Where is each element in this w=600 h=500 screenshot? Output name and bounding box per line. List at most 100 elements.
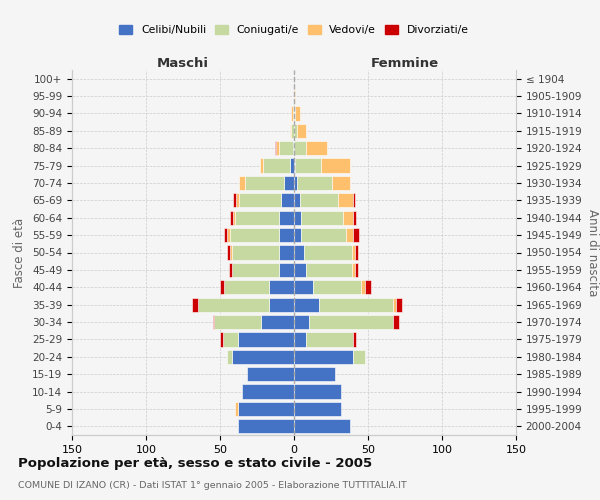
Bar <box>294 158 295 172</box>
Bar <box>269 280 294 294</box>
Bar <box>276 141 279 156</box>
Bar <box>212 315 214 329</box>
Bar <box>198 298 269 312</box>
Bar <box>192 298 198 312</box>
Text: Femmine: Femmine <box>371 56 439 70</box>
Bar <box>238 419 294 434</box>
Bar <box>294 141 306 156</box>
Bar <box>355 246 358 260</box>
Bar <box>279 263 294 277</box>
Bar <box>294 246 304 260</box>
Bar <box>306 263 352 277</box>
Bar <box>343 210 353 225</box>
Bar <box>275 141 276 156</box>
Bar <box>332 176 350 190</box>
Bar <box>295 106 300 120</box>
Bar <box>294 350 353 364</box>
Bar <box>319 298 393 312</box>
Bar <box>236 193 239 208</box>
Bar <box>291 106 293 120</box>
Bar <box>220 332 223 346</box>
Bar <box>247 367 294 382</box>
Bar <box>232 263 279 277</box>
Bar <box>290 158 294 172</box>
Bar <box>353 332 356 346</box>
Bar <box>309 315 393 329</box>
Bar <box>230 246 232 260</box>
Bar <box>291 124 294 138</box>
Bar <box>235 210 279 225</box>
Bar <box>294 193 300 208</box>
Bar <box>294 210 301 225</box>
Bar <box>279 210 294 225</box>
Text: Popolazione per età, sesso e stato civile - 2005: Popolazione per età, sesso e stato civil… <box>18 458 372 470</box>
Bar <box>232 246 279 260</box>
Bar <box>294 176 297 190</box>
Bar <box>224 228 227 242</box>
Bar <box>293 106 294 120</box>
Text: Maschi: Maschi <box>157 56 209 70</box>
Bar <box>295 158 320 172</box>
Bar <box>393 298 396 312</box>
Bar <box>294 263 306 277</box>
Bar <box>353 228 359 242</box>
Bar <box>294 367 335 382</box>
Bar <box>230 210 233 225</box>
Bar <box>300 193 338 208</box>
Bar <box>306 141 326 156</box>
Bar <box>290 124 291 138</box>
Bar <box>338 193 353 208</box>
Bar <box>238 402 294 416</box>
Bar <box>279 228 294 242</box>
Bar <box>232 350 294 364</box>
Bar <box>352 263 355 277</box>
Bar <box>301 210 343 225</box>
Bar <box>294 106 295 120</box>
Bar <box>353 210 356 225</box>
Y-axis label: Anni di nascita: Anni di nascita <box>586 209 599 296</box>
Bar <box>263 158 290 172</box>
Bar <box>239 193 281 208</box>
Bar <box>279 246 294 260</box>
Bar <box>353 193 355 208</box>
Bar <box>294 298 319 312</box>
Bar <box>284 176 294 190</box>
Bar <box>294 124 297 138</box>
Y-axis label: Fasce di età: Fasce di età <box>13 218 26 288</box>
Bar <box>365 280 371 294</box>
Bar <box>346 228 353 242</box>
Text: COMUNE DI IZANO (CR) - Dati ISTAT 1° gennaio 2005 - Elaborazione TUTTITALIA.IT: COMUNE DI IZANO (CR) - Dati ISTAT 1° gen… <box>18 480 407 490</box>
Bar <box>233 210 235 225</box>
Bar <box>355 263 358 277</box>
Bar <box>279 141 293 156</box>
Bar <box>245 176 284 190</box>
Bar <box>229 263 232 277</box>
Bar <box>230 228 279 242</box>
Bar <box>281 193 294 208</box>
Bar <box>294 280 313 294</box>
Bar <box>294 89 295 103</box>
Bar <box>294 332 306 346</box>
Bar <box>297 124 306 138</box>
Bar <box>233 193 236 208</box>
Bar <box>294 315 309 329</box>
Bar <box>313 280 361 294</box>
Bar <box>242 384 294 398</box>
Bar <box>227 350 232 364</box>
Bar <box>352 246 355 260</box>
Bar <box>220 280 224 294</box>
Bar <box>393 315 399 329</box>
Bar <box>223 332 238 346</box>
Bar <box>269 298 294 312</box>
Bar <box>262 315 294 329</box>
Bar <box>235 402 238 416</box>
Bar <box>294 402 341 416</box>
Bar <box>396 298 402 312</box>
Bar <box>294 419 350 434</box>
Bar <box>293 141 294 156</box>
Bar <box>297 176 332 190</box>
Bar <box>320 158 350 172</box>
Bar <box>294 228 301 242</box>
Bar <box>224 280 269 294</box>
Bar <box>361 280 365 294</box>
